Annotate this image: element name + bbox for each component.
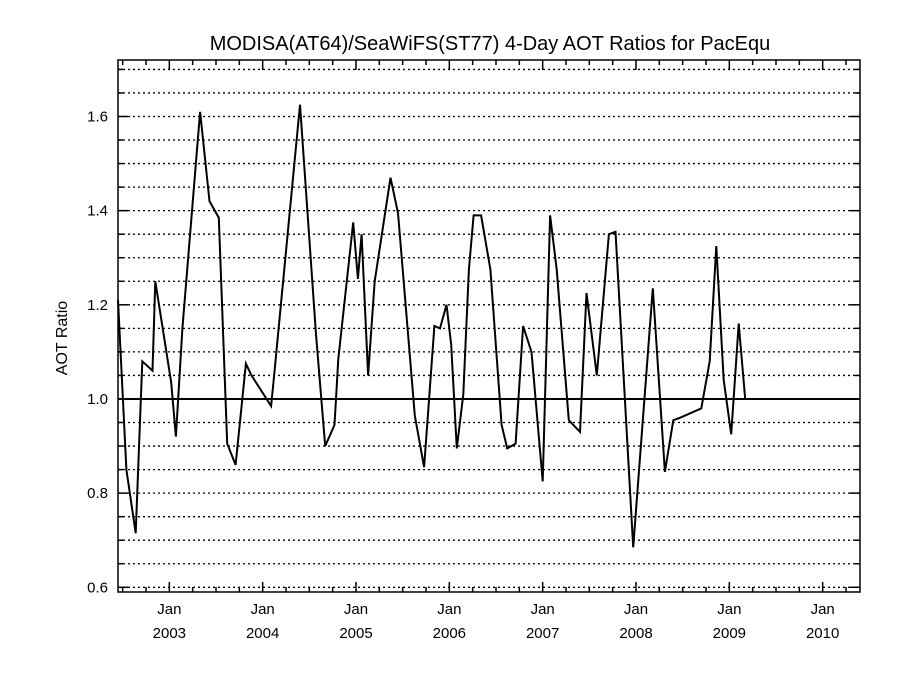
x-tick-label-year: 2005 [339, 625, 372, 642]
x-tick-label-year: 2004 [246, 625, 279, 642]
y-tick-label: 0.6 [87, 579, 108, 596]
series-line-aot-ratio [117, 104, 856, 548]
x-tick-label-year: 2006 [433, 625, 466, 642]
plot-frame [117, 59, 861, 593]
x-axis: Jan 2003 Jan 2004 Jan 2005 Jan 2006 Jan 2007 Jan 20… [121, 60, 847, 642]
y-tick-label: 1.0 [87, 391, 108, 408]
x-tick-label-month: Jan [157, 601, 181, 618]
y-axis: 0.6 0.8 1.0 1.2 1.4 1.6 [87, 68, 860, 596]
chart-title: MODISA(AT64)/SeaWiFS(ST77) 4-Day AOT Rat… [210, 33, 771, 55]
x-tick-label-year: 2003 [153, 625, 186, 642]
x-tick-label-year: 2010 [806, 625, 839, 642]
x-tick-label-year: 2008 [619, 625, 652, 642]
y-axis-label: AOT Ratio [54, 301, 71, 376]
x-tick-label-month: Jan [437, 601, 461, 618]
x-tick-label-month: Jan [624, 601, 648, 618]
y-tick-label: 1.4 [87, 203, 108, 220]
x-tick-label-month: Jan [344, 601, 368, 618]
x-tick-label-year: 2009 [713, 625, 746, 642]
x-tick-label-month: Jan [717, 601, 741, 618]
y-tick-label: 1.6 [87, 108, 108, 125]
x-tick-label-month: Jan [811, 601, 835, 618]
y-tick-label: 0.8 [87, 485, 108, 502]
grid-lines [118, 68, 860, 588]
x-tick-label-month: Jan [531, 601, 555, 618]
x-tick-label-year: 2007 [526, 625, 559, 642]
x-tick-label-month: Jan [251, 601, 275, 618]
y-tick-label: 1.2 [87, 297, 108, 314]
